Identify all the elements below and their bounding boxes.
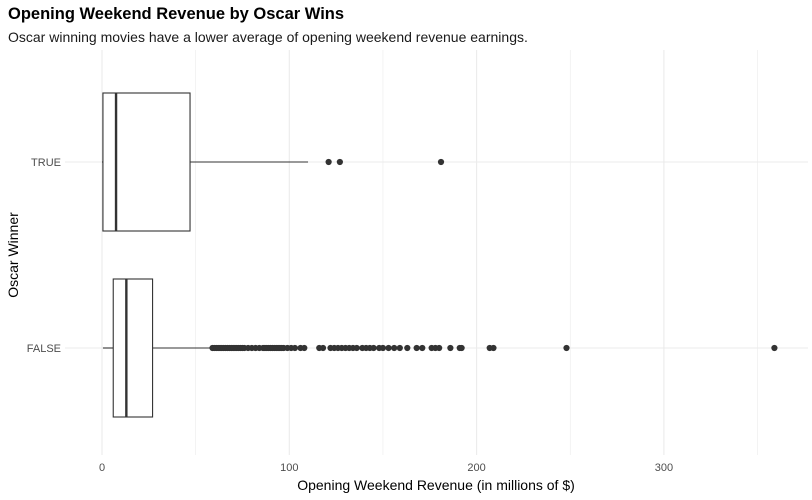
- outlier-point: [404, 344, 411, 352]
- outlier-point: [319, 344, 327, 352]
- chart-title: Opening Weekend Revenue by Oscar Wins: [8, 5, 345, 23]
- outlier-point: [325, 158, 332, 166]
- outlier-point: [437, 158, 445, 166]
- box-true: [102, 92, 445, 232]
- x-axis-title: Opening Weekend Revenue (in millions of …: [297, 477, 575, 493]
- outlier-point: [563, 344, 570, 352]
- x-tick-label: 0: [99, 462, 105, 474]
- outlier-point: [458, 344, 465, 352]
- outlier-point: [413, 344, 420, 352]
- y-tick-label: FALSE: [27, 343, 61, 355]
- outlier-point: [419, 344, 426, 352]
- outlier-point: [379, 344, 387, 352]
- outlier-point: [396, 344, 403, 352]
- outlier-point: [370, 344, 377, 352]
- iqr-box: [102, 92, 191, 232]
- box-plots: [102, 92, 778, 418]
- outlier-point: [447, 344, 454, 352]
- outlier-point: [291, 344, 299, 352]
- tick-labels: 0 100 200 300 TRUE FALSE: [27, 157, 673, 474]
- iqr-box: [112, 278, 154, 418]
- x-tick-label: 100: [280, 462, 298, 474]
- outlier-point: [385, 344, 392, 352]
- y-axis-title: Oscar Winner: [5, 212, 21, 298]
- outlier-point: [301, 344, 308, 352]
- outlier-point: [490, 344, 497, 352]
- chart-subtitle: Oscar winning movies have a lower averag…: [8, 29, 528, 45]
- outlier-point: [391, 344, 398, 352]
- outlier-point: [771, 344, 778, 352]
- x-tick-label: 300: [655, 462, 673, 474]
- outlier-point: [336, 158, 343, 166]
- outlier-point: [436, 344, 443, 352]
- box-false: [102, 278, 778, 418]
- y-tick-label: TRUE: [31, 157, 61, 169]
- x-tick-label: 200: [467, 462, 485, 474]
- outlier-point: [353, 344, 360, 352]
